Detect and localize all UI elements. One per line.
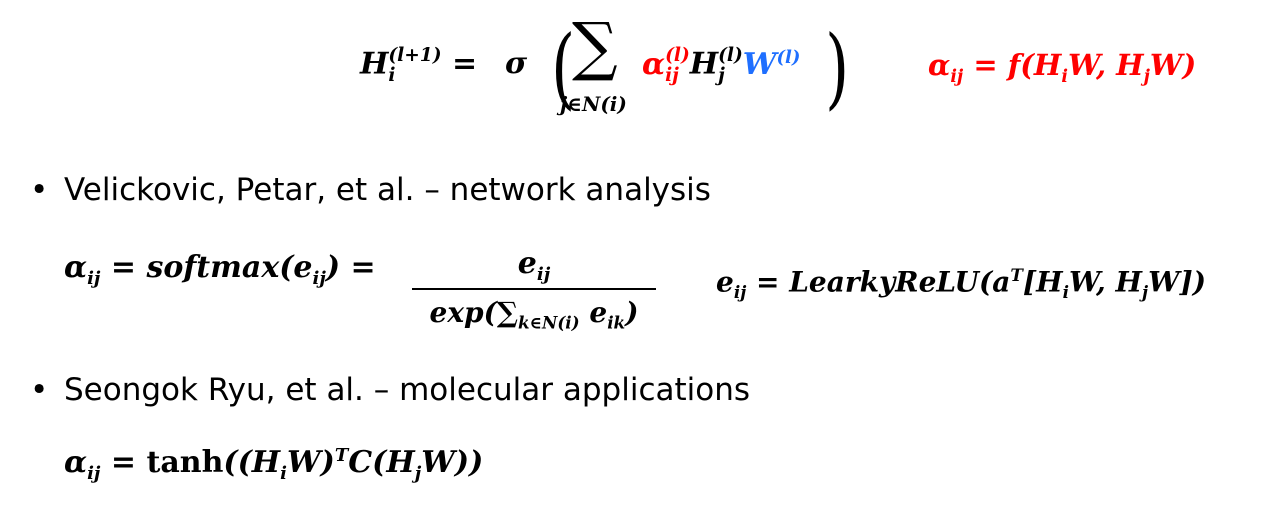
attention-function-equation: αij = f(HiW, HjW): [928, 48, 1197, 87]
bullet-text: Seongok Ryu, et al. – molecular applicat…: [64, 372, 751, 408]
leaky-relu-equation: eij = LearkyReLU(aT[HiW, HjW]): [716, 265, 1207, 302]
summation-symbol: ∑: [572, 10, 618, 84]
tanh-equation: αij = tanh((HiW)TC(HjW)): [64, 445, 484, 484]
sigma-symbol: σ: [505, 46, 528, 81]
softmax-equation: αij = softmax(eij) =: [64, 250, 376, 289]
fraction-numerator: eij: [517, 246, 551, 285]
sum-body: α (l) ij H (l) j W(l): [642, 45, 801, 86]
right-paren: ): [825, 16, 850, 119]
left-paren: (: [551, 16, 576, 119]
h-next-term: H (l+1) i =: [360, 45, 478, 86]
fraction-denominator: exp(∑k∈N(i) eik): [429, 296, 639, 333]
bullet-velickovic: • Velickovic, Petar, et al. – network ana…: [30, 172, 711, 208]
summation-subscript: j∈N(i): [560, 92, 627, 116]
fraction-bar: [412, 288, 656, 290]
bullet-text: Velickovic, Petar, et al. – network anal…: [64, 172, 711, 208]
softmax-fraction: eij exp(∑k∈N(i) eik): [412, 246, 656, 333]
bullet-ryu: • Seongok Ryu, et al. – molecular applica…: [30, 372, 751, 408]
